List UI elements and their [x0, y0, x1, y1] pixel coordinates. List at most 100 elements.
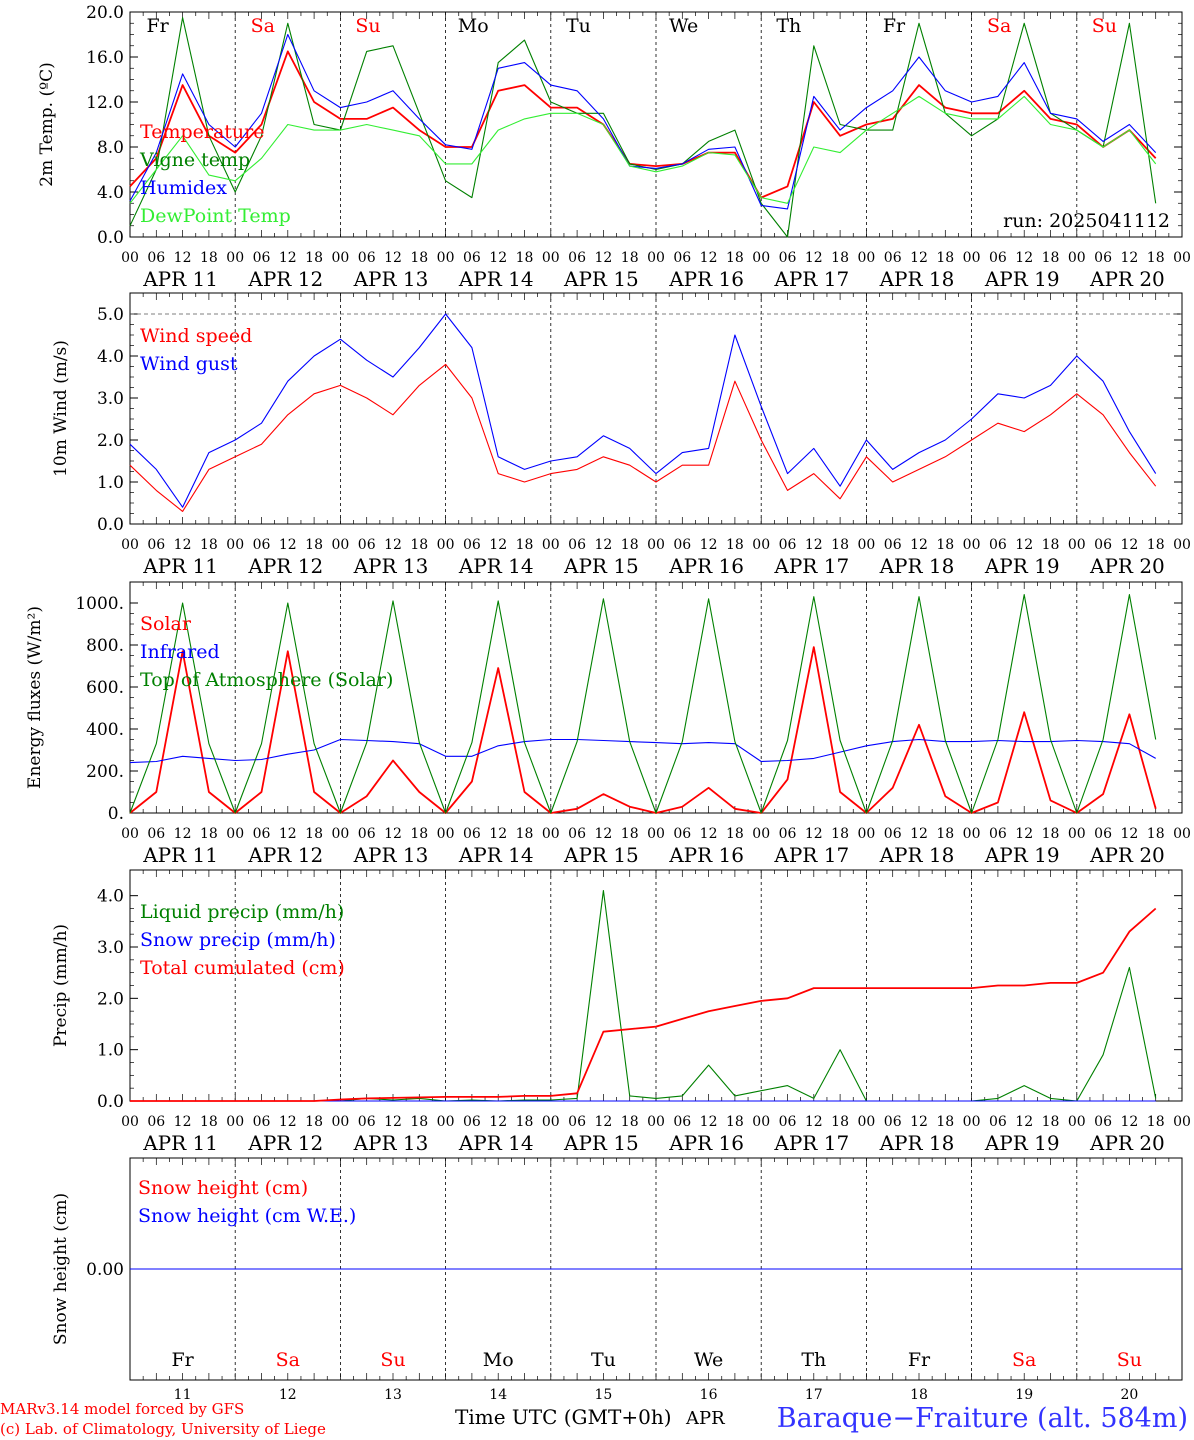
date-label: APR 13 [353, 267, 429, 291]
hour-label: 12 [174, 1114, 192, 1130]
legend-entry: Liquid precip (mm/h) [140, 901, 344, 923]
hour-label: 00 [963, 250, 981, 266]
hour-label: 18 [1147, 250, 1165, 266]
hour-label: 18 [1147, 826, 1165, 842]
y-axis-label: Energy fluxes (W/m²) [25, 606, 45, 789]
hour-label: 12 [279, 1114, 297, 1130]
hour-label: 06 [253, 537, 271, 553]
y-tick-label: 4.0 [97, 183, 124, 203]
legend-entry: Wind speed [140, 325, 252, 347]
weekday-label: Sa [987, 15, 1011, 37]
hour-label: 18 [726, 250, 744, 266]
hour-label: 06 [463, 537, 481, 553]
weekday-label: Su [355, 15, 380, 37]
date-label: APR 11 [142, 554, 218, 578]
hour-label: 06 [989, 826, 1007, 842]
hour-label: 18 [305, 1114, 323, 1130]
hour-label: 18 [831, 826, 849, 842]
hour-label: 00 [226, 826, 244, 842]
y-tick-label: 0.0 [97, 228, 124, 248]
hour-label: 06 [779, 826, 797, 842]
y-tick-label: 5.0 [97, 305, 124, 325]
hour-label: 00 [857, 826, 875, 842]
hour-label: 18 [516, 537, 534, 553]
date-label: APR 11 [142, 843, 218, 867]
footer: MARv3.14 model forced by GFS (c) Lab. of… [0, 1400, 1188, 1438]
date-label: APR 19 [984, 267, 1060, 291]
hour-label: 00 [1068, 537, 1086, 553]
y-tick-label: 4.0 [97, 887, 124, 907]
hour-label: 00 [542, 537, 560, 553]
legend-entry: DewPoint Temp [140, 205, 291, 227]
hour-label: 00 [857, 250, 875, 266]
station-name: Baraque−Fraiture (alt. 584m) [777, 1403, 1188, 1434]
hour-label: 06 [147, 1114, 165, 1130]
weekday-label: Th [801, 1349, 826, 1371]
weekday-label: Th [776, 15, 801, 37]
date-label: APR 12 [247, 267, 323, 291]
hour-label: 00 [1173, 537, 1191, 553]
y-tick-label: 1.0 [97, 473, 124, 493]
hour-label: 12 [1120, 826, 1138, 842]
series-line-humidex [129, 33, 1157, 210]
hour-label: 06 [358, 537, 376, 553]
legend-entry: Snow precip (mm/h) [140, 929, 336, 951]
hour-label: 06 [1094, 1114, 1112, 1130]
hour-label: 18 [200, 250, 218, 266]
series-line-dewpoint-temp [129, 95, 1157, 204]
legend-entry: Total cumulated (cm) [140, 957, 345, 979]
hour-label: 00 [752, 1114, 770, 1130]
hour-label: 12 [910, 537, 928, 553]
day-number-label: 15 [594, 1387, 612, 1403]
hour-label: 00 [121, 250, 139, 266]
date-label: APR 20 [1089, 554, 1165, 578]
hour-label: 00 [542, 1114, 560, 1130]
panel-4: 0.0 1.0 2.0 3.0 4.0 Precip (mm/h) Liquid preci… [51, 869, 1191, 1155]
hour-label: 18 [410, 250, 428, 266]
hour-label: 00 [647, 1114, 665, 1130]
hour-label: 06 [673, 826, 691, 842]
hour-label: 00 [1173, 250, 1191, 266]
hour-label: 12 [279, 537, 297, 553]
y-tick-label: 400. [86, 720, 124, 740]
date-label: APR 14 [458, 1131, 534, 1155]
y-tick-label: 2.0 [97, 989, 124, 1009]
date-label: APR 19 [984, 554, 1060, 578]
date-label: APR 20 [1089, 843, 1165, 867]
hour-label: 00 [331, 1114, 349, 1130]
hour-label: 18 [200, 537, 218, 553]
date-label: APR 12 [247, 1131, 323, 1155]
hour-label: 18 [621, 250, 639, 266]
y-tick-label: 600. [86, 678, 124, 698]
weekday-label: Su [380, 1349, 405, 1371]
y-tick-label: 12.0 [86, 93, 124, 113]
hour-label: 06 [253, 1114, 271, 1130]
legend-entry: Solar [140, 613, 192, 635]
hour-label: 00 [1173, 1114, 1191, 1130]
date-label: APR 15 [563, 843, 639, 867]
hour-label: 12 [174, 250, 192, 266]
hour-label: 12 [594, 250, 612, 266]
hour-label: 06 [673, 537, 691, 553]
hour-label: 06 [989, 1114, 1007, 1130]
hour-label: 12 [489, 537, 507, 553]
hour-label: 12 [805, 1114, 823, 1130]
date-label: APR 14 [458, 843, 534, 867]
hour-label: 18 [1042, 1114, 1060, 1130]
hour-label: 12 [1015, 537, 1033, 553]
date-label: APR 20 [1089, 267, 1165, 291]
weekday-label: Tu [566, 15, 591, 37]
legend-entry: Temperature [140, 121, 264, 143]
hour-label: 12 [384, 250, 402, 266]
hour-label: 18 [831, 250, 849, 266]
date-label: APR 16 [668, 843, 744, 867]
hour-label: 06 [358, 1114, 376, 1130]
weekday-label: Mo [458, 15, 489, 37]
y-tick-label: 3.0 [97, 389, 124, 409]
weekday-label: Su [1117, 1349, 1142, 1371]
hour-label: 06 [779, 537, 797, 553]
hour-label: 06 [253, 250, 271, 266]
hour-label: 06 [568, 537, 586, 553]
date-label: APR 11 [142, 1131, 218, 1155]
hour-label: 12 [594, 537, 612, 553]
